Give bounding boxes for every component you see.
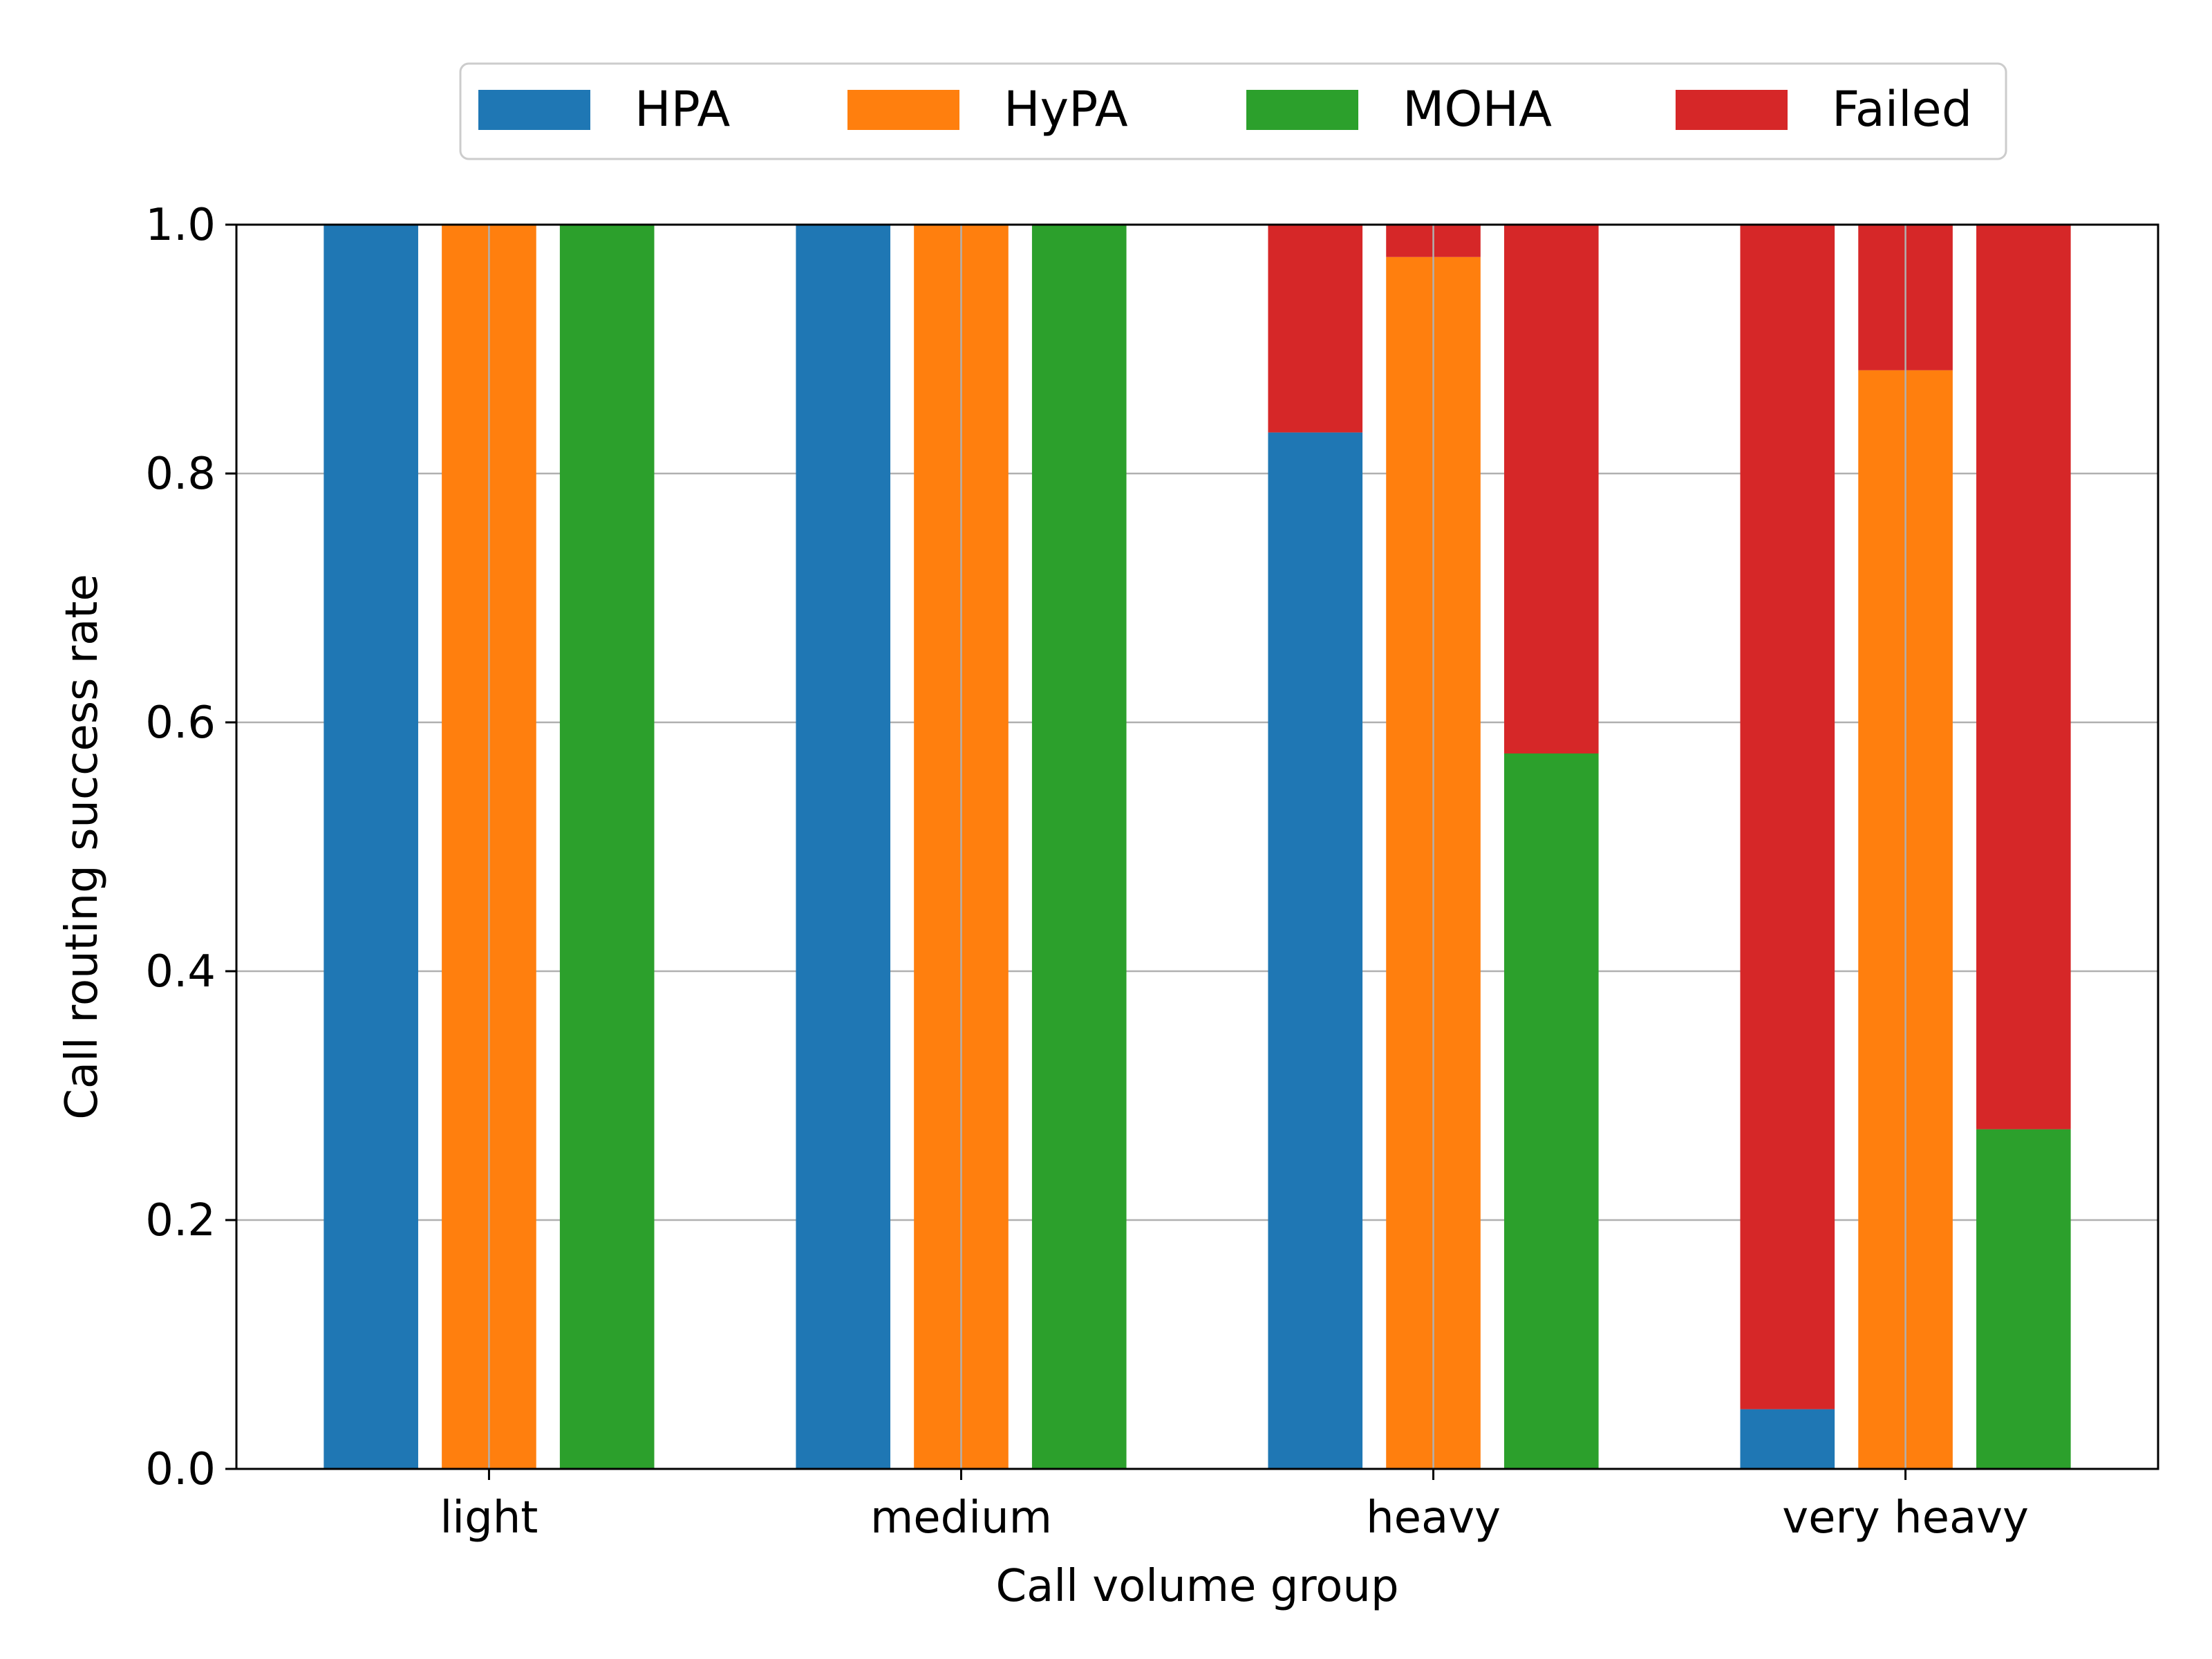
legend-swatch-hpa <box>478 90 590 130</box>
legend-label-hpa: HPA <box>635 81 730 138</box>
plot-frame <box>235 223 2159 1470</box>
x-tick-label: heavy <box>1366 1492 1501 1544</box>
legend-swatch-failed <box>1676 90 1788 130</box>
y-tick-label: 0.2 <box>145 1195 216 1246</box>
y-tick-label: 0.8 <box>145 449 216 500</box>
bar-hpa-medium <box>796 225 891 1469</box>
legend: HPA HyPA MOHA Failed <box>459 62 2007 160</box>
x-tick-label: light <box>440 1492 538 1544</box>
legend-label-moha: MOHA <box>1403 81 1552 138</box>
ticks: 0.0 0.2 0.4 0.6 0.8 1.0 light medium heavy very h… <box>145 200 2029 1544</box>
bar-hpa-very-heavy <box>1740 1409 1835 1469</box>
legend-swatch-hypa <box>847 90 959 130</box>
x-tick-label: very heavy <box>1782 1492 2029 1544</box>
legend-box <box>459 62 2007 160</box>
y-axis-label: Call routing success rate <box>57 574 108 1120</box>
bars <box>324 225 2071 1469</box>
bar-moha-medium <box>1031 225 1127 1469</box>
x-axis-label: Call volume group <box>995 1561 1398 1612</box>
y-tick-label: 1.0 <box>145 200 216 251</box>
y-tick-label: 0.4 <box>145 946 216 997</box>
bar-failed-hpa-heavy <box>1268 225 1363 433</box>
legend-swatch-moha <box>1246 90 1358 130</box>
bar-moha-heavy <box>1503 753 1599 1469</box>
x-tick-label: medium <box>870 1492 1052 1544</box>
bar-failed-moha-very-heavy <box>1976 225 2071 1130</box>
bar-moha-very-heavy <box>1976 1129 2071 1469</box>
bar-hpa-heavy <box>1268 432 1363 1469</box>
legend-label-hypa: HyPA <box>1004 81 1128 138</box>
bar-failed-hpa-very-heavy <box>1740 225 1835 1409</box>
legend-label-failed: Failed <box>1832 81 1972 138</box>
bar-moha-light <box>559 225 655 1469</box>
bar-hpa-light <box>324 225 418 1469</box>
y-tick-label: 0.6 <box>145 697 216 749</box>
y-tick-label: 0.0 <box>145 1444 216 1495</box>
bar-failed-moha-heavy <box>1503 225 1599 753</box>
